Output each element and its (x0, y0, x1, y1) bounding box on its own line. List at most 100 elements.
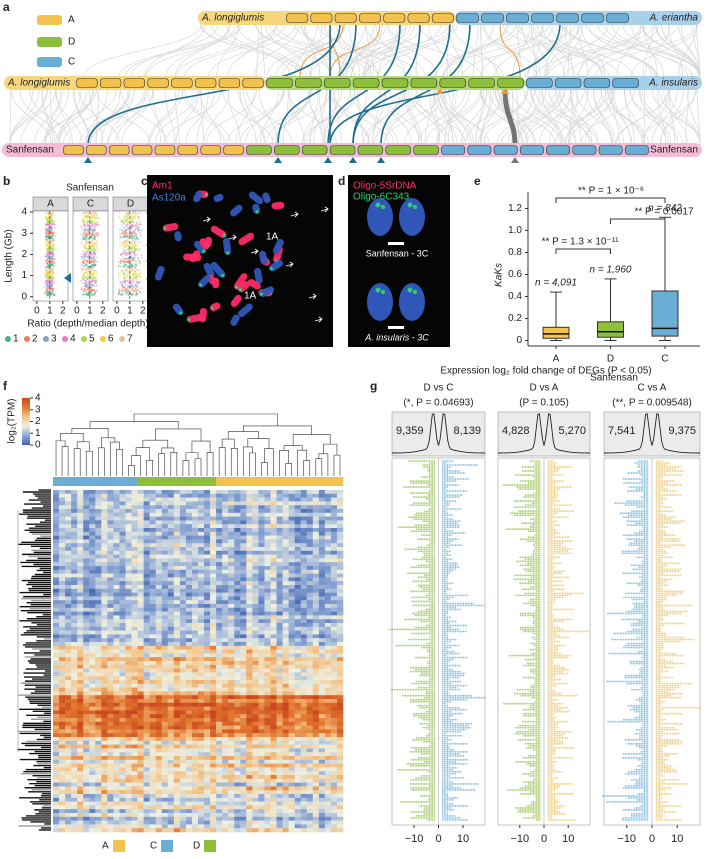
heatmap-cell (83, 497, 90, 502)
heatmap-cell (270, 645, 277, 650)
synteny-link (309, 87, 319, 146)
heatmap-cell (294, 661, 302, 666)
heatmap-cell (155, 638, 163, 643)
heatmap-cell (137, 524, 144, 529)
synteny-link (641, 22, 701, 79)
depth-point (94, 212, 96, 215)
depth-point (135, 253, 137, 256)
depth-point (93, 227, 96, 230)
depth-point (134, 243, 137, 246)
heatmap-cell (185, 524, 193, 529)
heatmap-cell (149, 524, 157, 529)
depth-point (93, 276, 96, 279)
heatmap-cell (53, 543, 60, 548)
heatmap-cell (282, 615, 289, 620)
y-tick-label: 0.6 (508, 269, 522, 280)
depth-point (93, 242, 96, 245)
heatmap-cell (161, 528, 169, 533)
heatmap-cell (204, 493, 211, 498)
heatmap-cell (71, 611, 78, 616)
heatmap-cell (167, 509, 175, 514)
heatmap-cell (149, 657, 157, 662)
heatmap-cell (113, 604, 120, 609)
heatmap-cell (234, 569, 241, 574)
heatmap-cell (204, 664, 211, 669)
synteny-link (253, 22, 300, 79)
depth-point (90, 286, 93, 289)
heatmap-cell (179, 638, 187, 643)
heatmap-cell (330, 573, 338, 578)
heatmap-cell (101, 649, 108, 654)
heatmap-cell (222, 501, 229, 506)
heatmap-cell (204, 547, 211, 552)
heatmap-cell (149, 497, 157, 502)
synteny-link (274, 22, 345, 79)
depth-point (139, 280, 142, 283)
heatmap-cell (89, 642, 96, 647)
heatmap-cell (185, 649, 193, 654)
heatmap-cell (234, 642, 241, 647)
heatmap-cell (143, 573, 150, 578)
heatmap-cell (155, 505, 163, 510)
heatmap-cell (318, 657, 326, 662)
heatmap-cell (234, 607, 241, 612)
synteny-link (405, 87, 423, 146)
synteny-link (534, 87, 592, 146)
heatmap-cell (65, 501, 72, 506)
heatmap-cell (246, 626, 253, 631)
heatmap-cell (312, 615, 320, 620)
heatmap-cell (155, 554, 163, 559)
heatmap-cell (222, 493, 229, 498)
chromosome-stain (272, 238, 284, 255)
depth-point (50, 225, 53, 228)
chromosome (63, 145, 84, 155)
heatmap-cell (137, 664, 144, 669)
heatmap-cell (330, 661, 338, 666)
chromosome-stain (162, 222, 179, 232)
synteny-link (308, 87, 343, 146)
stain-label: Oligo-5SrDNA (353, 181, 417, 192)
heatmap-cell (173, 554, 181, 559)
heatmap-cell (318, 626, 326, 631)
heatmap-cell (107, 581, 114, 586)
heatmap-cell (300, 528, 308, 533)
heatmap-cell (119, 543, 126, 548)
heatmap-cell (95, 493, 102, 498)
heatmap-cell (137, 645, 144, 650)
heatmap-cell (336, 569, 344, 574)
depth-point (119, 253, 122, 255)
heatmap-cell (131, 547, 138, 552)
depth-point (130, 259, 133, 262)
heatmap-cell (71, 520, 78, 525)
arrow (285, 261, 294, 268)
depth-point (122, 265, 125, 268)
heatmap-cell (222, 642, 229, 647)
heatmap-cell (149, 596, 157, 601)
depth-point (88, 284, 91, 287)
depth-point (118, 228, 121, 231)
depth-point (88, 282, 90, 285)
chromosome-stain (259, 286, 275, 297)
heatmap-cell (161, 642, 169, 647)
depth-point (134, 289, 136, 292)
heatmap-cell (113, 524, 120, 529)
heatmap-cell (59, 645, 66, 650)
depth-point (50, 231, 53, 234)
synteny-link (678, 22, 701, 79)
heatmap-cell (89, 630, 96, 635)
depth-point (83, 220, 86, 223)
depth-point (132, 278, 134, 280)
heatmap-cell (65, 664, 72, 669)
heatmap-cell (264, 558, 271, 563)
depth-point (90, 232, 93, 235)
depth-point (49, 253, 52, 256)
depth-point (51, 273, 53, 276)
heatmap-cell (282, 630, 289, 635)
heatmap-cell (252, 642, 259, 647)
depth-point (123, 216, 125, 219)
heatmap-cell (83, 615, 90, 620)
synteny-link (616, 87, 669, 146)
heatmap-cell (234, 638, 241, 643)
heatmap-cell (89, 585, 96, 590)
heatmap-cell (240, 493, 247, 498)
